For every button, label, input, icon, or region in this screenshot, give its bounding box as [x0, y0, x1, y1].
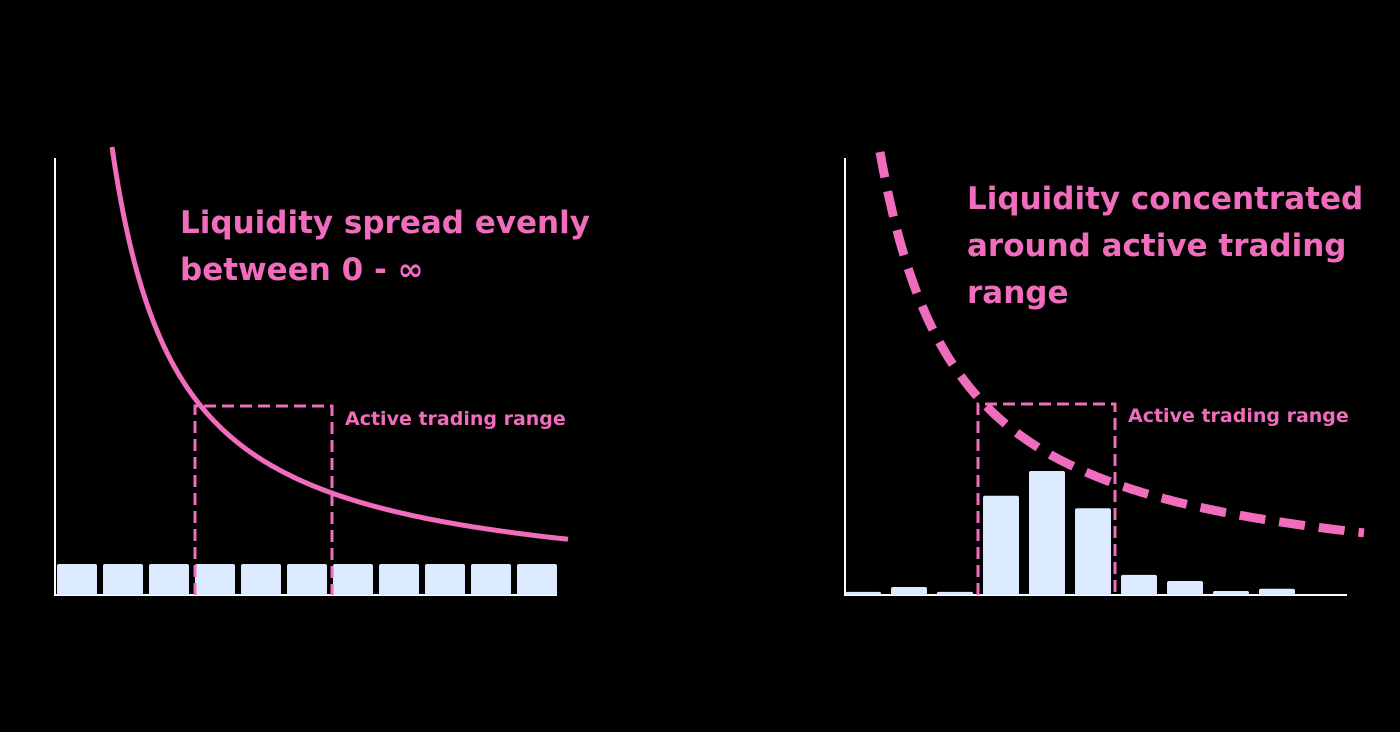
liquidity-bar — [1167, 581, 1203, 595]
liquidity-bar — [845, 591, 881, 595]
active-range-box — [193, 404, 334, 595]
liquidity-bar — [1029, 471, 1065, 595]
liquidity-bar — [425, 564, 465, 595]
left-annotation: Liquidity spread evenly between 0 - ∞ — [180, 200, 590, 294]
liquidity-bar — [471, 564, 511, 595]
liquidity-bar — [891, 586, 927, 595]
price-curve — [109, 146, 569, 542]
liquidity-bar — [103, 564, 143, 595]
left-annotation-line: Liquidity spread evenly — [180, 205, 590, 241]
liquidity-bar — [983, 495, 1019, 595]
liquidity-bar — [1259, 588, 1295, 595]
liquidity-bar — [57, 564, 97, 595]
price-curve — [875, 151, 1365, 538]
liquidity-bar — [1075, 508, 1111, 595]
left-annotation-line: between 0 - ∞ — [180, 252, 424, 288]
liquidity-bar — [333, 564, 373, 595]
liquidity-bar — [195, 564, 235, 595]
liquidity-bar — [517, 564, 557, 595]
liquidity-bar — [149, 564, 189, 595]
liquidity-bar — [1213, 590, 1249, 595]
right-annotation-line: around active trading — [967, 228, 1347, 264]
liquidity-bar — [937, 591, 973, 595]
right-range-label: Active trading range — [1128, 405, 1349, 427]
right-annotation: Liquidity concentrated around active tra… — [967, 176, 1363, 317]
active-range-box — [976, 402, 1117, 595]
right-annotation-line: range — [967, 275, 1069, 311]
liquidity-bar — [1121, 574, 1157, 595]
right-annotation-line: Liquidity concentrated — [967, 181, 1364, 217]
left-range-label: Active trading range — [345, 408, 566, 430]
liquidity-bar — [241, 564, 281, 595]
liquidity-bar — [379, 564, 419, 595]
liquidity-bar — [287, 564, 327, 595]
